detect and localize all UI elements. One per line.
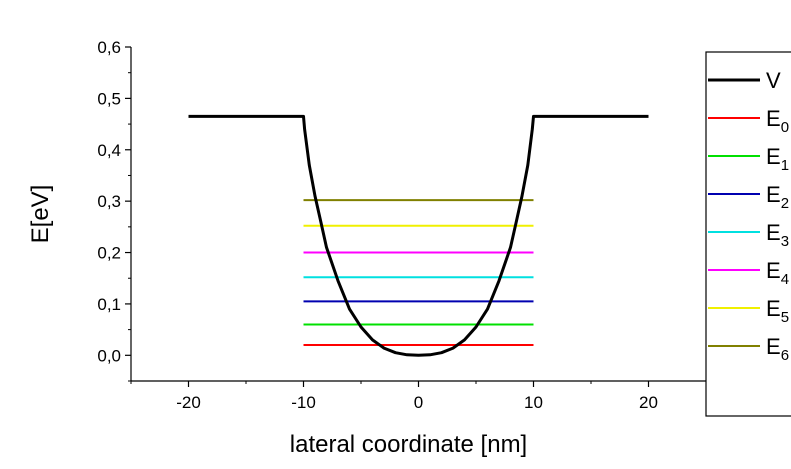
series-line-v [188,114,649,357]
y-tick-label: 0,6 [97,38,121,57]
y-tick-label: 0,1 [97,295,121,314]
x-tick-label: 10 [524,393,543,412]
x-axis-title: lateral coordinate [nm] [290,431,527,458]
y-tick-label: 0,4 [97,141,121,160]
y-axis-title: E[eV] [27,185,54,244]
x-tick-label: -20 [176,393,201,412]
y-tick-label: 0,0 [97,346,121,365]
legend-label: V [766,68,781,93]
x-tick-label: 0 [414,393,423,412]
y-tick-label: 0,3 [97,192,121,211]
y-tick-label: 0,5 [97,89,121,108]
legend-box [705,51,791,417]
y-tick-label: 0,2 [97,244,121,263]
x-tick-label: -10 [291,393,316,412]
axes: 0,0 0,1 0,2 0,3 0,4 0,5 0,6 -20 -10 0 10 20 [97,38,706,412]
plot-area [188,114,649,357]
x-tick-label: 20 [639,393,658,412]
